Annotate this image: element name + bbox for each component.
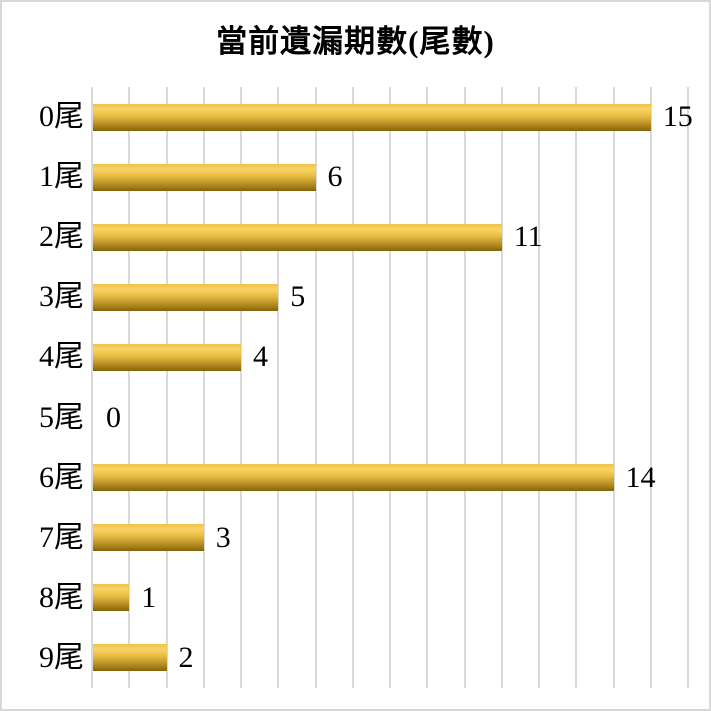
value-label: 14 — [625, 460, 656, 494]
gridline — [426, 87, 429, 688]
gridline — [649, 87, 652, 688]
category-label: 6尾 — [39, 460, 84, 494]
bar — [93, 283, 279, 311]
category-label: 1尾 — [39, 160, 84, 194]
gridline — [128, 87, 131, 688]
gridline — [687, 87, 689, 688]
value-label: 0 — [106, 400, 121, 434]
bar — [93, 584, 130, 612]
gridline — [240, 87, 242, 688]
value-label: 6 — [327, 160, 343, 194]
value-label: 4 — [253, 340, 268, 374]
category-label: 8尾 — [39, 580, 84, 614]
bar — [93, 163, 316, 191]
value-label: 15 — [662, 100, 693, 133]
chart-title: 當前遺漏期數(尾數) — [216, 24, 495, 59]
bar — [93, 103, 651, 131]
gridline — [351, 87, 354, 688]
gridline — [389, 87, 391, 688]
value-label: 11 — [513, 220, 543, 254]
gridline — [277, 87, 280, 688]
bar — [93, 223, 502, 251]
category-label: 4尾 — [39, 340, 84, 374]
bar — [93, 644, 167, 672]
gridline — [165, 87, 168, 688]
gridline — [202, 87, 205, 688]
value-label: 2 — [178, 640, 194, 674]
value-label: 1 — [141, 580, 157, 614]
bar — [93, 464, 614, 492]
category-label: 7尾 — [39, 520, 84, 554]
bar — [93, 524, 204, 552]
gridline — [314, 87, 317, 688]
category-label: 9尾 — [39, 640, 84, 674]
gridline — [500, 87, 503, 688]
category-label: 5尾 — [39, 400, 84, 434]
category-label: 3尾 — [39, 280, 84, 314]
plot-area: 0尾 15 1尾 6 2尾 11 3尾 5 4尾 4 5尾 0 6尾 14 7尾 3 8尾 1 9尾 2 — [39, 87, 693, 688]
gridline — [612, 87, 615, 688]
gridline — [463, 87, 466, 688]
bar — [93, 343, 241, 371]
gridline — [575, 87, 578, 688]
y-axis-line — [91, 87, 93, 688]
category-label: 0尾 — [39, 100, 84, 133]
value-label: 3 — [215, 520, 231, 554]
gridline — [538, 87, 540, 688]
value-label: 5 — [290, 280, 306, 314]
category-label: 2尾 — [39, 220, 84, 254]
